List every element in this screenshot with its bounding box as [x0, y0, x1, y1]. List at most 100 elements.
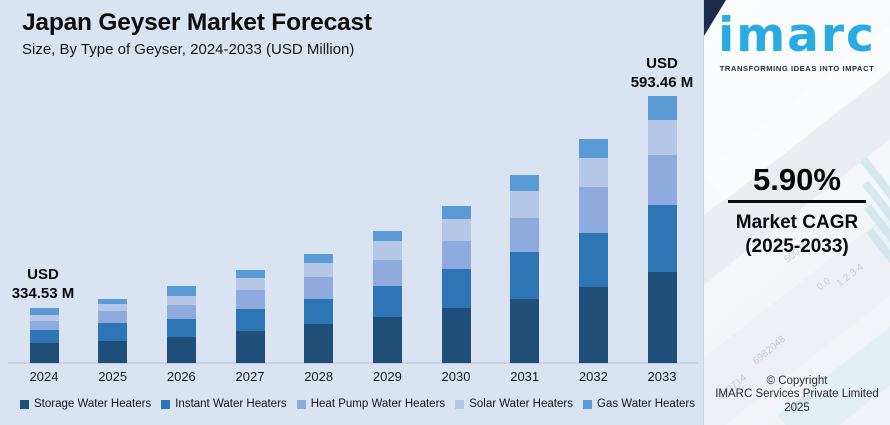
- plot-area: 2024 2025 2026 2027 2028 2029 2030 2031 2032 2033: [8, 96, 698, 384]
- x-axis-label-2024: 2024: [29, 369, 59, 384]
- cagr-period: (2025-2033): [745, 236, 849, 257]
- bar-segment-storage-water-heaters: [304, 324, 334, 363]
- copyright-line2: IMARC Services Private Limited 2025: [715, 388, 879, 415]
- bar-segment-heat-pump-water-heaters: [304, 277, 334, 299]
- value-label-2033-line2: 593.46 M: [630, 73, 694, 91]
- x-axis-label-2032: 2032: [578, 369, 608, 384]
- bar-segment-heat-pump-water-heaters: [510, 218, 540, 252]
- bar-segment-solar-water-heaters: [647, 120, 677, 155]
- legend-label: Solar Water Heaters: [469, 398, 573, 410]
- bar-segment-storage-water-heaters: [372, 317, 402, 363]
- bar-segment-gas-water-heaters: [29, 308, 59, 315]
- bar-segment-instant-water-heaters: [372, 286, 402, 317]
- bar-segment-storage-water-heaters: [98, 341, 128, 363]
- bar-segment-storage-water-heaters: [235, 331, 265, 363]
- bar-2027: [235, 270, 265, 363]
- bar-segment-instant-water-heaters: [166, 319, 196, 337]
- x-axis-label-2025: 2025: [98, 369, 128, 384]
- x-axis-label-2033: 2033: [647, 369, 677, 384]
- legend-item-solar-water-heaters: Solar Water Heaters: [455, 398, 573, 410]
- bar-segment-instant-water-heaters: [578, 233, 608, 287]
- legend-item-gas-water-heaters: Gas Water Heaters: [583, 398, 695, 410]
- bar-segment-storage-water-heaters: [647, 272, 677, 363]
- x-axis-label-2026: 2026: [166, 369, 196, 384]
- bar-segment-heat-pump-water-heaters: [166, 305, 196, 319]
- bar-2025: [98, 299, 128, 363]
- x-axis-line: [8, 362, 698, 364]
- bar-2024: [29, 308, 59, 363]
- legend-label: Storage Water Heaters: [34, 398, 152, 410]
- bar-segment-storage-water-heaters: [578, 287, 608, 363]
- bar-segment-solar-water-heaters: [578, 158, 608, 187]
- bar-2029: [372, 231, 402, 363]
- imarc-logo-text: imarc: [718, 8, 876, 63]
- copyright-notice: © Copyright IMARC Services Private Limit…: [704, 375, 890, 416]
- bar-2033: [647, 96, 677, 363]
- bar-segment-storage-water-heaters: [166, 337, 196, 363]
- legend-swatch: [161, 399, 171, 409]
- bar-segment-gas-water-heaters: [578, 139, 608, 158]
- bar-segment-solar-water-heaters: [29, 315, 59, 321]
- bar-segment-instant-water-heaters: [235, 309, 265, 331]
- legend-label: Instant Water Heaters: [175, 398, 287, 410]
- x-axis-label-2028: 2028: [304, 369, 334, 384]
- value-label-2024-line1: USD: [27, 266, 59, 283]
- chart-title: Japan Geyser Market Forecast: [22, 9, 372, 36]
- bar-segment-storage-water-heaters: [510, 299, 540, 363]
- value-label-2033-line1: USD: [646, 55, 678, 72]
- cagr-value: 5.90%: [753, 162, 841, 197]
- bar-segment-gas-water-heaters: [166, 286, 196, 296]
- corner-triangle-decoration: [704, 0, 726, 36]
- bar-segment-instant-water-heaters: [510, 252, 540, 299]
- legend-item-heat-pump-water-heaters: Heat Pump Water Heaters: [296, 398, 446, 410]
- bar-segment-instant-water-heaters: [98, 323, 128, 341]
- bar-segment-solar-water-heaters: [235, 278, 265, 290]
- bar-segment-heat-pump-water-heaters: [29, 321, 59, 330]
- bar-segment-gas-water-heaters: [647, 96, 677, 120]
- bar-segment-gas-water-heaters: [235, 270, 265, 278]
- bar-segment-heat-pump-water-heaters: [647, 155, 677, 205]
- legend-swatch: [583, 399, 592, 409]
- bar-segment-instant-water-heaters: [304, 299, 334, 324]
- legend-item-storage-water-heaters: Storage Water Heaters: [20, 398, 151, 410]
- x-axis-label-2031: 2031: [510, 369, 540, 384]
- bar-2028: [304, 254, 334, 363]
- bar-segment-gas-water-heaters: [98, 299, 128, 304]
- legend-label: Gas Water Heaters: [597, 398, 695, 410]
- chart-panel: Japan Geyser Market Forecast Size, By Ty…: [0, 0, 703, 425]
- bar-segment-instant-water-heaters: [647, 205, 677, 272]
- bar-segment-storage-water-heaters: [29, 343, 59, 363]
- chart-subtitle: Size, By Type of Geyser, 2024-2033 (USD …: [22, 41, 355, 58]
- bar-segment-gas-water-heaters: [510, 175, 540, 191]
- cagr-label: Market CAGR: [735, 212, 859, 233]
- bar-segment-solar-water-heaters: [441, 219, 471, 241]
- sidebar: imarc TRANSFORMING IDEAS INTO IMPACT 5.9…: [703, 0, 890, 425]
- bar-segment-heat-pump-water-heaters: [98, 311, 128, 323]
- bar-segment-solar-water-heaters: [372, 241, 402, 260]
- bar-segment-heat-pump-water-heaters: [441, 241, 471, 269]
- bar-segment-instant-water-heaters: [441, 269, 471, 308]
- legend: Storage Water Heaters Instant Water Heate…: [20, 395, 695, 413]
- bar-segment-gas-water-heaters: [441, 206, 471, 219]
- bar-segment-heat-pump-water-heaters: [578, 187, 608, 233]
- value-label-2033: USD 593.46 M: [602, 55, 703, 92]
- cagr-underline: [728, 200, 866, 203]
- bar-segment-solar-water-heaters: [166, 296, 196, 305]
- bar-segment-instant-water-heaters: [29, 330, 59, 343]
- legend-swatch: [296, 399, 306, 409]
- imarc-logo-tagline: TRANSFORMING IDEAS INTO IMPACT: [719, 64, 875, 73]
- bar-segment-solar-water-heaters: [304, 263, 334, 277]
- bar-segment-heat-pump-water-heaters: [235, 290, 265, 309]
- value-label-2024: USD 334.53 M: [0, 266, 103, 303]
- legend-item-instant-water-heaters: Instant Water Heaters: [161, 398, 287, 410]
- x-axis-label-2030: 2030: [441, 369, 471, 384]
- bar-2026: [166, 286, 196, 363]
- bar-2032: [578, 139, 608, 363]
- imarc-logo: imarc TRANSFORMING IDEAS INTO IMPACT: [704, 12, 890, 73]
- bar-2030: [441, 206, 471, 363]
- legend-swatch: [455, 399, 465, 409]
- bar-2031: [510, 175, 540, 363]
- x-axis-label-2027: 2027: [235, 369, 265, 384]
- legend-label: Heat Pump Water Heaters: [310, 398, 446, 410]
- bar-segment-heat-pump-water-heaters: [372, 260, 402, 286]
